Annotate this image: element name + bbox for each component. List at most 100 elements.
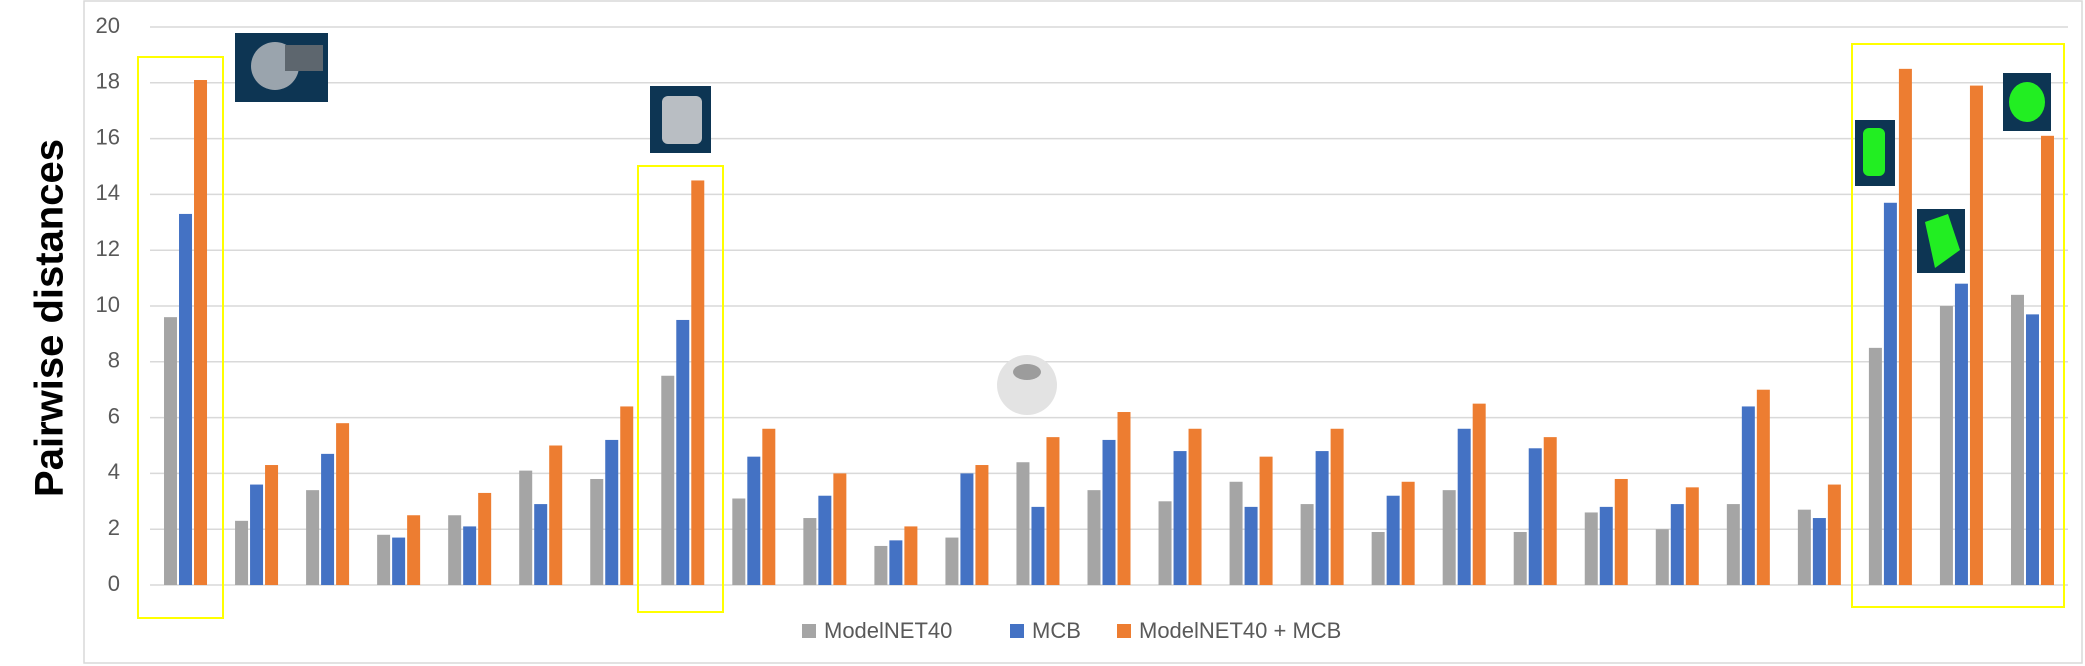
bar <box>194 80 208 585</box>
bar <box>676 319 690 585</box>
bar <box>1812 518 1826 585</box>
y-axis-label: Pairwise distances <box>28 139 72 497</box>
bar <box>1315 451 1329 585</box>
bar <box>803 518 817 585</box>
bar <box>336 423 350 585</box>
highlight-box <box>1851 43 2065 608</box>
legend-swatch <box>802 624 816 638</box>
legend-swatch <box>1117 624 1131 638</box>
bar <box>1599 506 1613 585</box>
thumbnail <box>1855 120 1895 186</box>
bar <box>605 439 619 585</box>
bar <box>1685 487 1699 585</box>
bar <box>235 520 249 585</box>
bar <box>1584 512 1598 585</box>
grid: 0 2 4 6 8 10 12 14 16 18 20 <box>96 13 2068 596</box>
legend: ModelNET40 MCB ModelNET40 + MCB <box>802 618 1341 643</box>
legend-swatch <box>1010 624 1024 638</box>
highlight-box <box>137 56 224 619</box>
legend-label: ModelNET40 <box>824 618 952 643</box>
bar <box>1330 428 1344 585</box>
bar <box>762 428 776 585</box>
bar <box>463 526 477 585</box>
bar <box>1883 202 1897 585</box>
thumbnail <box>650 86 711 153</box>
bar <box>661 375 675 585</box>
bar <box>1173 451 1187 585</box>
bar <box>1472 403 1486 585</box>
bar <box>1016 462 1030 585</box>
bar <box>1756 389 1770 585</box>
bar <box>732 498 746 585</box>
bar <box>620 406 634 585</box>
bar <box>1386 495 1400 585</box>
bar <box>519 470 533 585</box>
bar <box>691 180 705 585</box>
bar <box>265 465 279 585</box>
bar <box>377 534 391 585</box>
bar <box>1797 509 1811 585</box>
bar <box>1188 428 1202 585</box>
bar <box>1300 504 1314 585</box>
y-tick-label: 10 <box>96 292 120 317</box>
y-tick-label: 0 <box>108 571 120 596</box>
legend-label: MCB <box>1032 618 1081 643</box>
y-tick-label: 6 <box>108 403 120 428</box>
bar <box>1371 531 1385 585</box>
bar <box>975 465 989 585</box>
y-tick-label: 20 <box>96 13 120 38</box>
thumbnail <box>1917 209 1965 273</box>
bar <box>1259 456 1273 585</box>
bar <box>2010 294 2024 585</box>
bar <box>1543 437 1557 585</box>
bar <box>1726 504 1740 585</box>
thumbnail <box>2003 73 2051 131</box>
bar <box>448 515 462 585</box>
bar <box>1229 481 1243 585</box>
bar <box>1117 412 1131 585</box>
bar <box>2040 135 2054 585</box>
bar <box>1401 481 1415 585</box>
y-tick-label: 2 <box>108 515 120 540</box>
highlight-box <box>637 165 724 613</box>
bar <box>889 540 903 585</box>
bar <box>1244 506 1258 585</box>
bar <box>874 545 888 585</box>
bar <box>1954 283 1968 585</box>
bar <box>590 478 604 585</box>
bar <box>1655 529 1669 585</box>
bar <box>818 495 832 585</box>
y-tick-label: 12 <box>96 236 120 261</box>
bar <box>164 317 178 585</box>
bar <box>904 526 918 585</box>
thumbnail <box>235 33 328 102</box>
y-tick-label: 14 <box>96 180 120 205</box>
bar <box>534 504 548 585</box>
bar <box>747 456 761 585</box>
bar <box>1442 490 1456 585</box>
bars <box>164 68 2054 586</box>
bar <box>2025 314 2039 585</box>
chart-frame <box>83 0 2083 664</box>
bar <box>250 484 264 585</box>
y-tick-label: 18 <box>96 69 120 94</box>
bar <box>1741 406 1755 585</box>
y-tick-label: 16 <box>96 124 120 149</box>
bar <box>1528 448 1542 585</box>
bar <box>1158 501 1172 585</box>
bar <box>960 473 974 585</box>
bar <box>478 492 492 585</box>
bar <box>407 515 421 585</box>
bar <box>1939 306 1953 585</box>
thumbnail <box>997 355 1057 415</box>
bar <box>1898 68 1912 586</box>
bar <box>1670 504 1684 585</box>
bar <box>392 537 406 585</box>
legend-label: ModelNET40 + MCB <box>1139 618 1341 643</box>
bar <box>1457 428 1471 585</box>
bar <box>1827 484 1841 585</box>
bar <box>1969 85 1983 585</box>
bar <box>1513 531 1527 585</box>
bar <box>1087 490 1101 585</box>
